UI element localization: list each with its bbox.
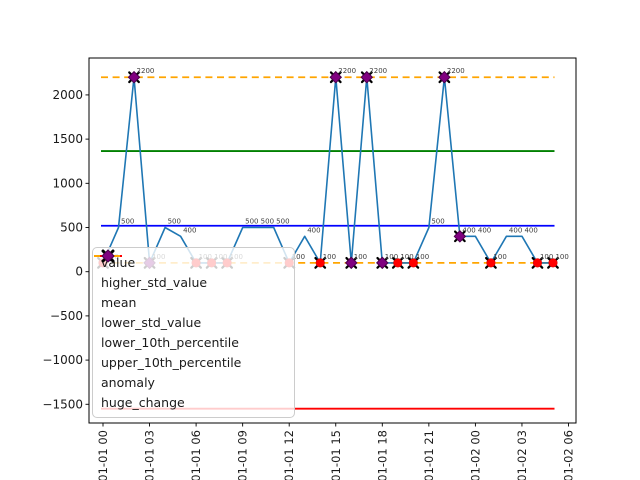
x-tick-label: 01-01 12: [282, 430, 296, 480]
y-tick-label: 2000: [52, 88, 83, 102]
huge-change-marker: [360, 70, 374, 84]
legend-label: lower_10th_percentile: [101, 335, 239, 351]
legend-item: upper_10th_percentile: [94, 255, 286, 373]
y-tick-label: −500: [50, 309, 83, 323]
y-tick-label: 500: [60, 221, 83, 235]
huge-change-marker: [438, 70, 451, 84]
y-tick-label: 1500: [52, 132, 83, 146]
legend-item: lower_std_value: [94, 255, 286, 332]
x-tick-label: 01-01 06: [189, 430, 203, 480]
legend-item: anomaly: [101, 249, 286, 393]
x-tick-label: 01-02 06: [562, 430, 576, 480]
point-label: 400: [524, 226, 537, 234]
point-label: 100: [323, 253, 336, 261]
point-label: 2200: [447, 67, 465, 75]
legend-label: anomaly: [101, 375, 155, 391]
point-label: 100: [555, 253, 568, 261]
point-label: 500: [245, 218, 258, 226]
huge-change-marker: [344, 256, 358, 270]
legend-item: value: [94, 253, 286, 272]
huge-change-marker: [127, 70, 141, 84]
legend-label: mean: [101, 294, 137, 310]
point-label: 500: [121, 218, 134, 226]
point-label: 400: [462, 226, 475, 234]
y-tick-label: 0: [75, 265, 83, 279]
value-line: [102, 76, 553, 264]
legend-label: upper_10th_percentile: [101, 355, 242, 371]
point-label: 500: [168, 218, 181, 226]
point-label: 2200: [369, 67, 387, 75]
x-tick-label: 01-01 03: [143, 430, 157, 480]
x-tick-label: 01-01 15: [329, 430, 343, 480]
point-label: 2200: [338, 67, 356, 75]
legend-label: higher_std_value: [101, 274, 208, 290]
point-label: 100: [400, 253, 413, 261]
point-label: 100: [540, 253, 553, 261]
legend-item: higher_std_value: [94, 255, 286, 292]
legend-item: lower_10th_percentile: [94, 255, 286, 353]
point-label: 500: [276, 218, 289, 226]
point-label: 100: [493, 253, 506, 261]
x-tick-label: 01-02 03: [515, 430, 529, 480]
huge-change-marker: [375, 256, 389, 270]
x-tick-label: 01-02 00: [468, 430, 482, 480]
anomaly-marker: [408, 258, 418, 268]
point-label: 400: [509, 226, 522, 234]
legend-label: lower_std_value: [101, 314, 202, 330]
x-tick-label: 01-01 09: [236, 430, 250, 480]
huge-change-marker: [329, 70, 343, 84]
y-tick-label: −1000: [42, 353, 83, 367]
point-label: 100: [292, 253, 305, 261]
point-label: 400: [183, 226, 196, 234]
anomaly-marker: [315, 258, 325, 268]
point-label: 100: [354, 253, 367, 261]
legend-item: huge_change: [101, 249, 286, 413]
x-tick-label: 01-01 18: [375, 430, 389, 480]
y-tick-label: 1000: [52, 176, 83, 190]
legend-item: mean: [94, 255, 286, 312]
anomaly-marker: [532, 258, 543, 268]
point-label: 500: [261, 218, 274, 226]
y-tick-label: −1500: [42, 397, 83, 411]
anomaly-marker: [486, 258, 496, 268]
huge-change-swatch: [101, 249, 115, 263]
legend-label: huge_change: [101, 395, 185, 411]
point-label: 400: [307, 226, 320, 234]
huge-change-marker: [453, 230, 467, 243]
x-tick-label: 01-01 21: [422, 430, 436, 480]
point-label: 500: [431, 218, 444, 226]
point-label: 400: [478, 226, 491, 234]
x-tick-label: 01-01 00: [96, 430, 110, 480]
anomaly-marker: [393, 258, 403, 268]
point-label: 100: [416, 253, 429, 261]
point-label: 2200: [137, 67, 155, 75]
point-label: 100: [385, 253, 398, 261]
anomaly-marker: [548, 258, 558, 268]
